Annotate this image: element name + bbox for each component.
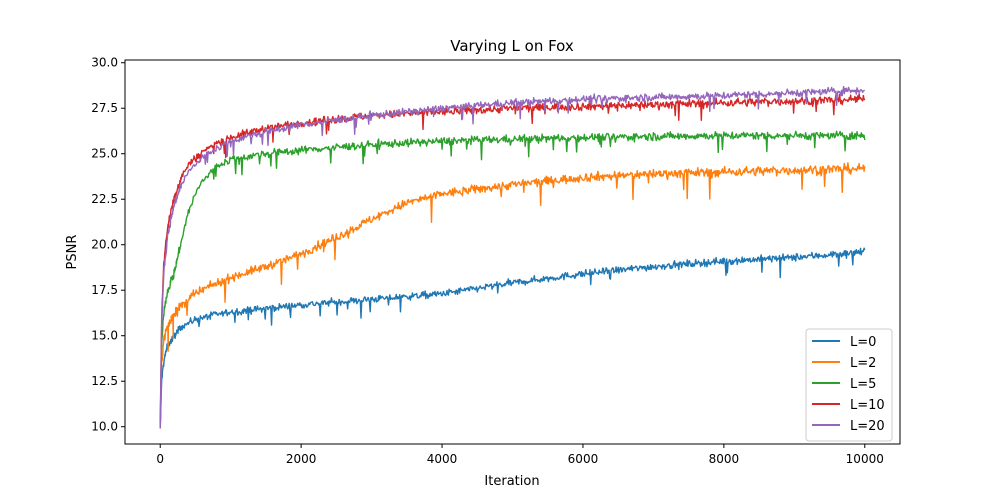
x-axis-label: Iteration xyxy=(484,474,539,489)
legend-label: L=2 xyxy=(850,356,876,371)
x-tick-label: 6000 xyxy=(568,452,599,466)
x-tick-label: 0 xyxy=(156,452,164,466)
plot-frame xyxy=(124,59,901,445)
x-tick-label: 4000 xyxy=(427,452,458,466)
series-line-l-5 xyxy=(159,130,866,429)
series-line-l-2 xyxy=(159,162,866,429)
chart-title: Varying L on Fox xyxy=(450,37,574,55)
legend-box xyxy=(805,328,893,442)
y-tick-label: 25.0 xyxy=(91,147,118,161)
y-tick-label: 15.0 xyxy=(91,329,118,343)
legend-label: L=0 xyxy=(850,335,876,350)
y-tick-label: 22.5 xyxy=(91,192,118,206)
y-tick-label: 10.0 xyxy=(91,420,118,434)
x-tick-label: 2000 xyxy=(286,452,317,466)
series-line-l-10 xyxy=(159,93,866,429)
series-line-l-20 xyxy=(159,85,865,429)
y-tick-label: 17.5 xyxy=(91,283,118,297)
y-tick-label: 12.5 xyxy=(91,374,118,388)
y-axis-label: PSNR xyxy=(65,235,80,270)
y-tick-label: 27.5 xyxy=(91,101,118,115)
legend-label: L=5 xyxy=(850,377,876,392)
x-tick-label: 10000 xyxy=(846,452,884,466)
legend-label: L=20 xyxy=(850,419,885,434)
legend: L=0 L=2 L=5 L=10 L=20 xyxy=(805,328,893,442)
x-axis: 0 2000 4000 6000 8000 10000 xyxy=(156,444,884,466)
series-line-l-0 xyxy=(159,247,866,429)
y-tick-label: 20.0 xyxy=(91,238,118,252)
legend-label: L=10 xyxy=(850,398,885,413)
y-axis: 10.0 12.5 15.0 17.5 20.0 22.5 25.0 27.5 30.0 xyxy=(91,56,125,434)
y-tick-label: 30.0 xyxy=(91,56,118,70)
x-tick-label: 8000 xyxy=(709,452,740,466)
series-layer xyxy=(159,85,866,429)
